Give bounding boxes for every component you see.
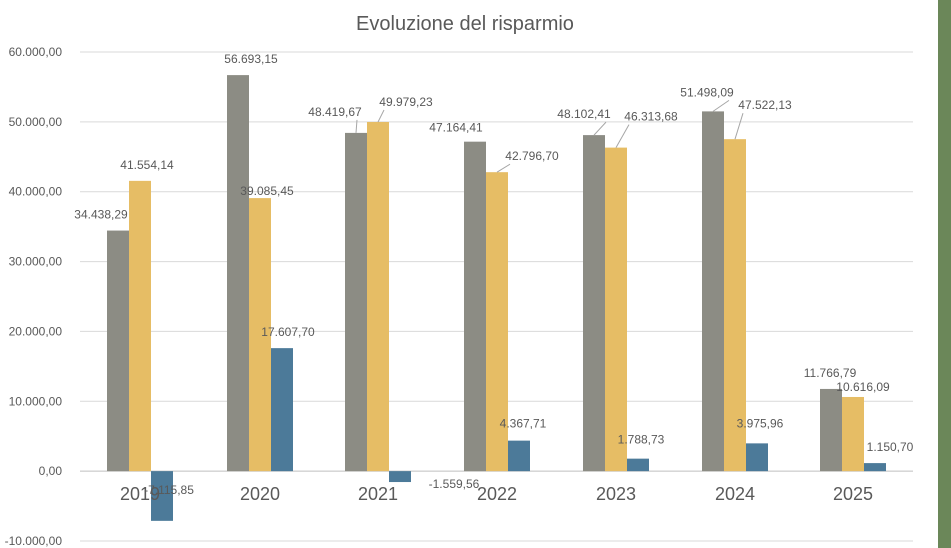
data-label: 51.498,09 [680, 85, 734, 99]
bar-2020-s2 [249, 198, 271, 472]
data-label: 1.788,73 [618, 433, 665, 447]
category-label-2021: 2021 [358, 484, 398, 504]
bar-2025-s2 [842, 396, 864, 472]
bar-2023-s2 [605, 147, 627, 472]
bar-2023-s3 [627, 458, 649, 472]
bar-2021-s1 [345, 132, 367, 472]
data-label: 1.150,70 [867, 440, 914, 454]
data-label: 47.522,13 [738, 98, 792, 112]
category-label-2024: 2024 [715, 484, 755, 504]
data-label: 41.554,14 [120, 158, 174, 172]
data-label: 10.616,09 [836, 380, 890, 394]
bar-2025-s1 [820, 388, 842, 472]
data-label: 3.975,96 [737, 416, 784, 430]
data-label-leader [712, 99, 730, 112]
category-label-2023: 2023 [596, 484, 636, 504]
y-tick-label: 50.000,00 [9, 115, 63, 129]
y-tick-label: 20.000,00 [9, 324, 63, 338]
bar-2019-s1 [107, 230, 129, 472]
data-label: -1.559,56 [429, 477, 480, 491]
data-label: 56.693,15 [224, 52, 278, 66]
bar-2022-s3 [508, 440, 530, 472]
data-label: 39.085,45 [240, 184, 294, 198]
bar-2020-s1 [227, 75, 249, 472]
data-label-leader [593, 121, 607, 136]
data-label: 34.438,29 [74, 208, 128, 222]
y-tick-label: -10.000,00 [5, 534, 63, 548]
data-label-leader [377, 109, 385, 123]
category-label-2019: 2019 [120, 484, 160, 504]
y-tick-label: 60.000,00 [9, 45, 63, 59]
data-label: 48.102,41 [557, 107, 611, 121]
bar-2022-s2 [486, 172, 508, 472]
data-label: 46.313,68 [624, 110, 678, 124]
data-label: 11.766,79 [804, 366, 857, 380]
data-label-leader [615, 124, 630, 148]
data-label: -7.115,85 [144, 483, 194, 497]
data-label: 4.367,71 [500, 417, 547, 431]
data-label-leader [355, 119, 358, 133]
bar-2020-s3 [271, 348, 293, 472]
data-label-leader [734, 113, 744, 140]
y-tick-label: 30.000,00 [9, 255, 63, 269]
bar-2023-s1 [583, 135, 605, 472]
category-label-2022: 2022 [477, 484, 517, 504]
data-label: 49.979,23 [379, 95, 433, 109]
data-label-leader [496, 163, 511, 173]
bar-2025-s3 [864, 463, 886, 472]
bar-2024-s3 [746, 443, 768, 472]
y-tick-label: 0,00 [39, 464, 63, 478]
data-label: 47.164,41 [429, 121, 483, 135]
bar-2024-s2 [724, 139, 746, 472]
category-label-2025: 2025 [833, 484, 873, 504]
chart-title: Evoluzione del risparmio [356, 13, 574, 35]
bar-2022-s1 [464, 141, 486, 472]
bar-2024-s1 [702, 111, 724, 472]
bar-2021-s3 [389, 471, 411, 483]
bar-2019-s3 [151, 471, 173, 521]
y-tick-label: 40.000,00 [9, 185, 63, 199]
data-label: 48.419,67 [308, 105, 362, 119]
bar-2019-s2 [129, 180, 151, 472]
bar-2021-s2 [367, 122, 389, 472]
data-label: 42.796,70 [505, 149, 559, 163]
y-tick-label: 10.000,00 [9, 394, 63, 408]
category-label-2020: 2020 [240, 484, 280, 504]
data-label: 17.607,70 [261, 325, 315, 339]
